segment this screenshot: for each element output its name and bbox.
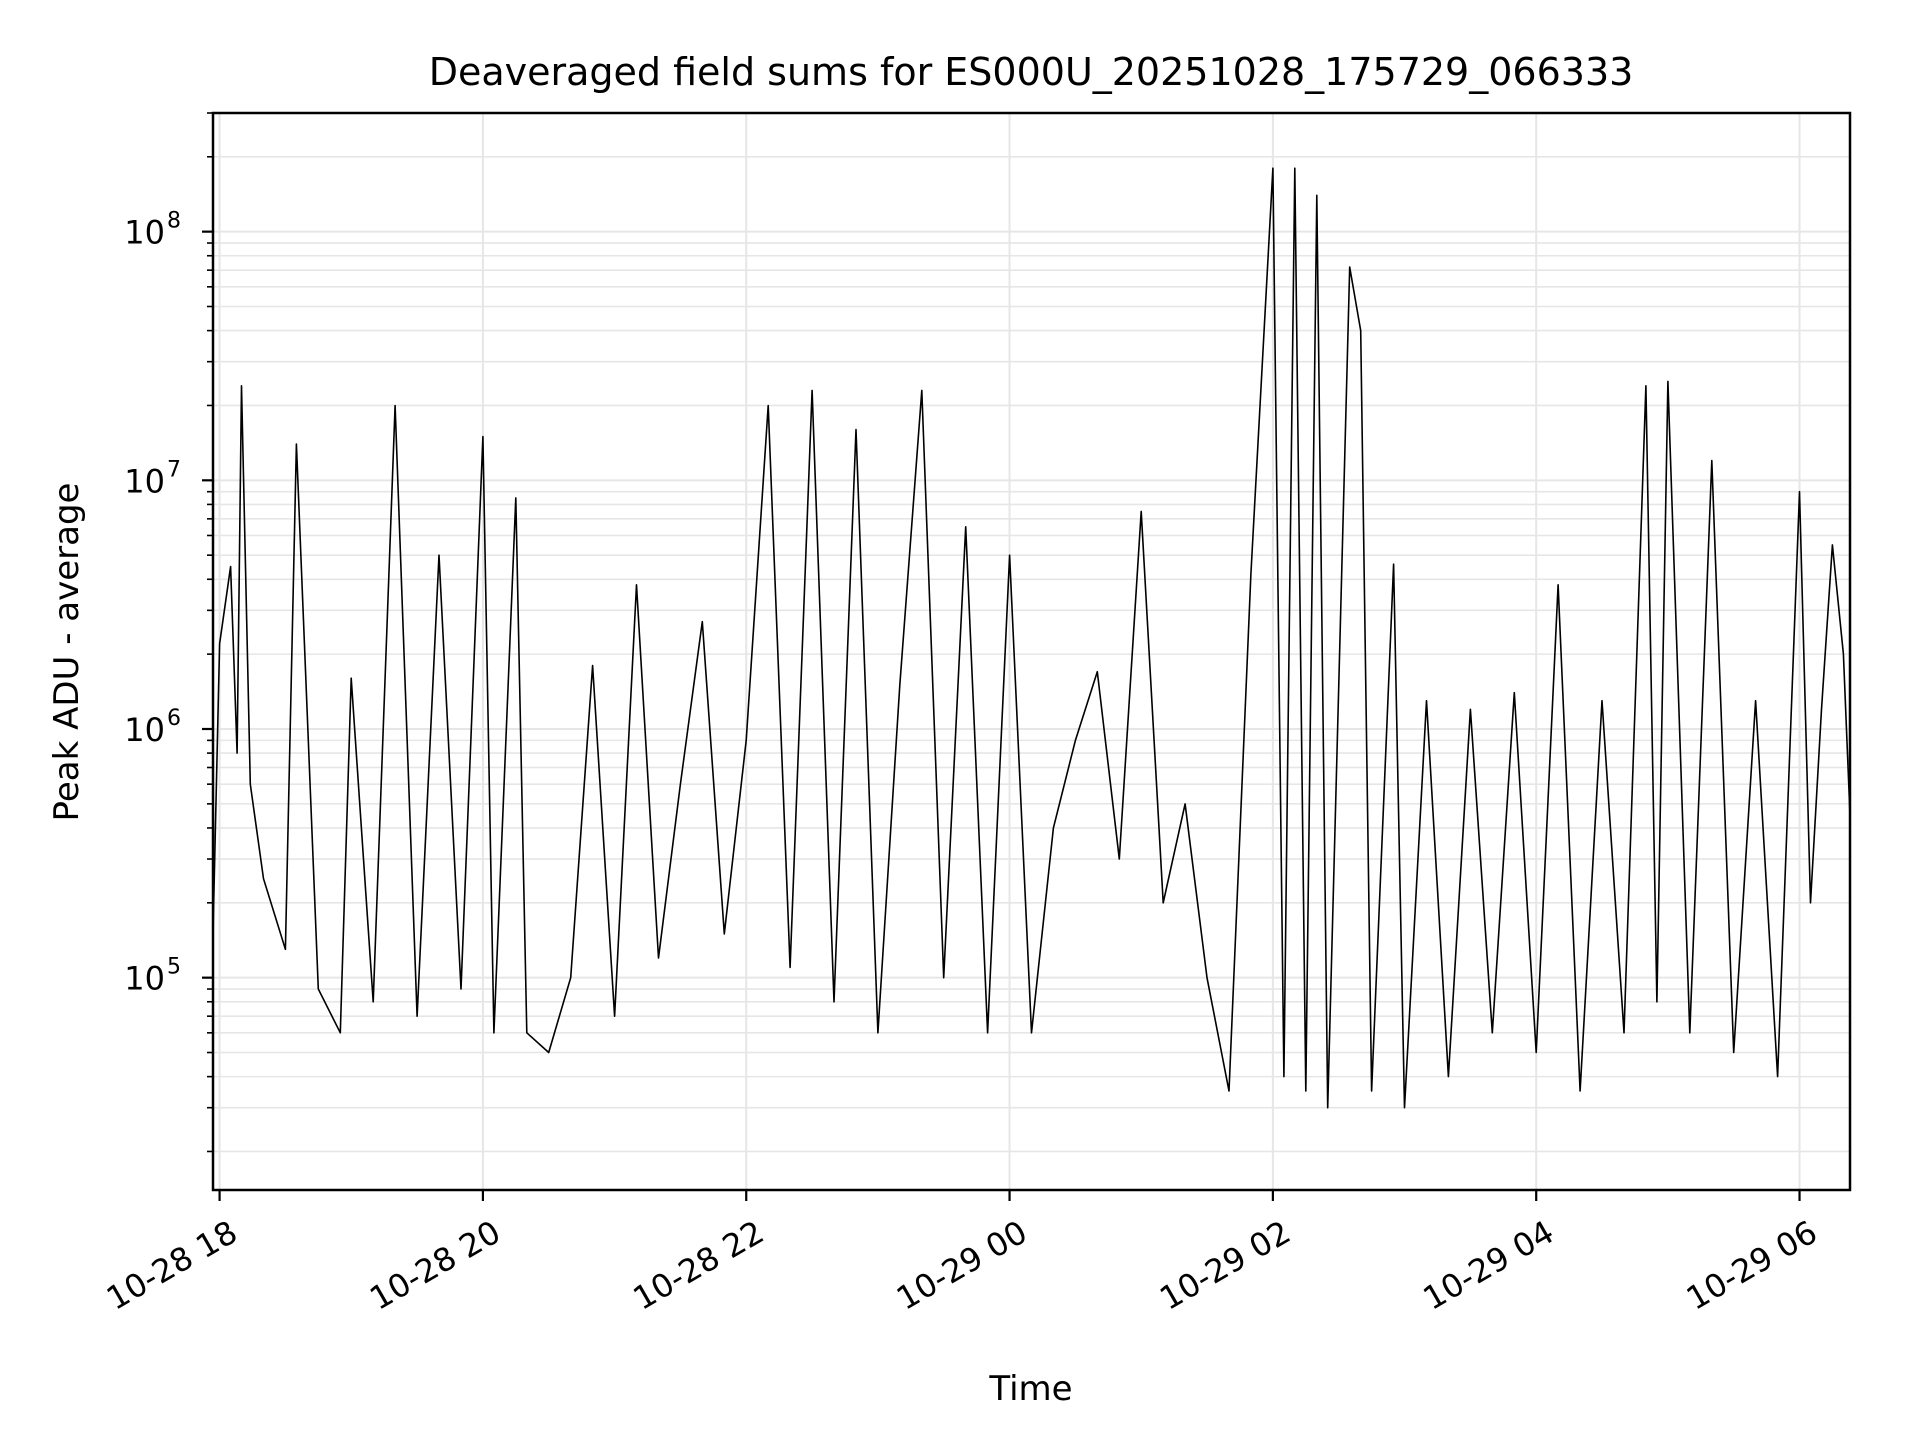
y-tick-exponent: 6 (167, 706, 181, 731)
series-layer (212, 167, 1851, 1109)
y-tick-label: 10 (124, 960, 165, 998)
y-axis-label: Peak ADU - average (47, 483, 87, 822)
y-tick-exponent: 5 (167, 955, 181, 980)
y-tick-exponent: 7 (167, 457, 181, 482)
y-tick-label: 10 (124, 214, 165, 252)
grid-lines (213, 112, 1850, 1190)
plot-frame (211, 111, 1852, 1192)
y-tick-label: 10 (124, 711, 165, 749)
chart-title: Deaveraged field sums for ES000U_2025102… (429, 50, 1634, 94)
x-axis-label: Time (988, 1369, 1072, 1409)
y-tick-label: 10 (124, 462, 165, 500)
y-tick-exponent: 8 (167, 209, 181, 234)
series-line (212, 167, 1851, 1109)
